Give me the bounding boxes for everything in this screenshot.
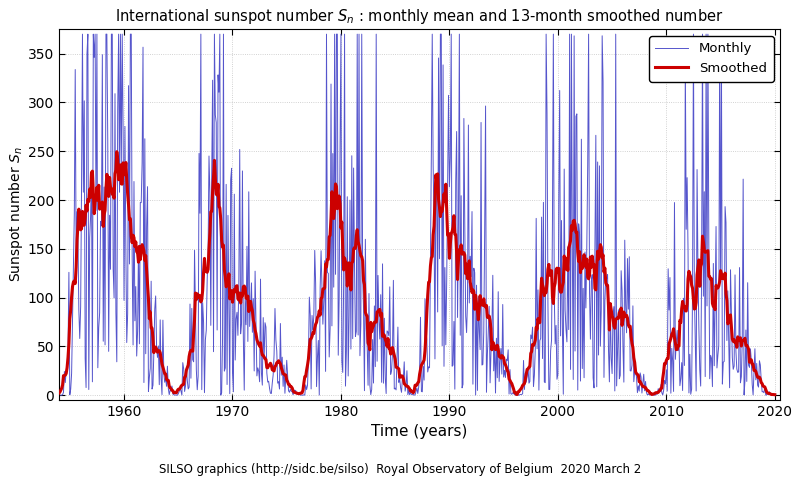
Monthly	[549, 31, 558, 37]
Monthly	[304, 358, 314, 363]
Legend: Monthly, Smoothed: Monthly, Smoothed	[649, 36, 774, 82]
X-axis label: Time (years): Time (years)	[371, 424, 468, 440]
Smoothed	[146, 309, 155, 315]
Line: Monthly: Monthly	[59, 34, 774, 395]
Text: SILSO graphics (http://sidc.be/silso)  Royal Observatory of Belgium  2020 March : SILSO graphics (http://sidc.be/silso) Ro…	[159, 463, 641, 476]
Monthly	[770, 392, 779, 398]
Smoothed	[304, 356, 314, 362]
Monthly	[750, 367, 759, 373]
Smoothed	[750, 368, 759, 373]
Y-axis label: Sunspot number $S_n$: Sunspot number $S_n$	[7, 147, 25, 283]
Smoothed	[549, 300, 558, 306]
Smoothed	[622, 315, 632, 321]
Monthly	[82, 51, 92, 57]
Smoothed	[112, 149, 122, 155]
Line: Smoothed: Smoothed	[59, 152, 774, 395]
Monthly	[622, 256, 632, 262]
Smoothed	[54, 390, 64, 396]
Monthly	[78, 31, 87, 37]
Title: International sunspot number $S_n$ : monthly mean and 13-month smoothed number: International sunspot number $S_n$ : mon…	[115, 7, 724, 26]
Smoothed	[82, 202, 91, 208]
Monthly	[54, 392, 64, 398]
Monthly	[146, 365, 155, 371]
Smoothed	[770, 392, 779, 397]
